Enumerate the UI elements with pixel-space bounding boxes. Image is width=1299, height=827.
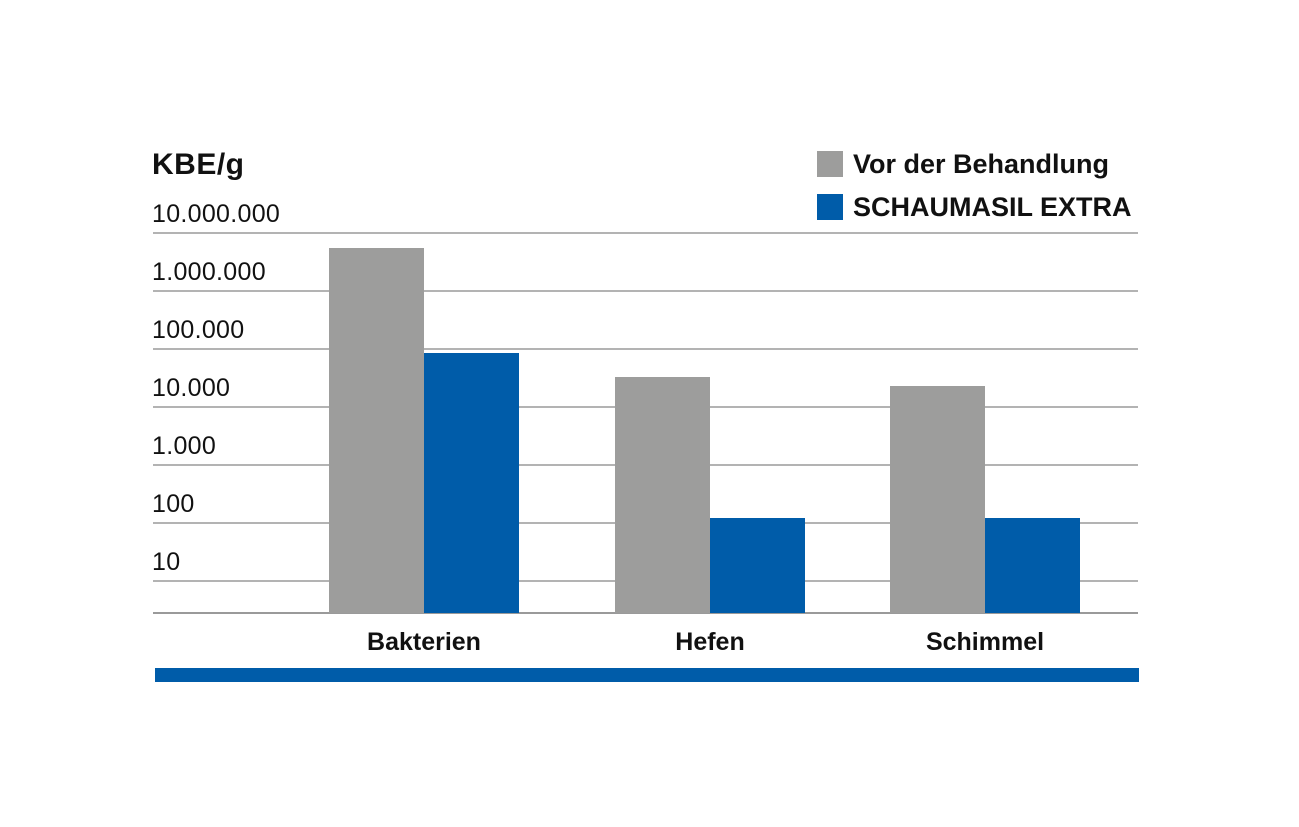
y-tick-label: 10.000.000 [152,200,281,228]
legend-swatch-icon [817,194,843,220]
y-tick-label: 100.000 [152,316,245,344]
legend: Vor der Behandlung SCHAUMASIL EXTRA [817,148,1132,237]
bar-hefen-schaumasil-extra [710,518,805,613]
bar-schimmel-schaumasil-extra [985,518,1080,613]
legend-label: Vor der Behandlung [853,148,1110,179]
gridline [153,290,1138,292]
plot-area [153,232,1138,614]
y-tick-label: 10.000 [152,374,231,402]
y-tick-label: 1.000 [152,432,217,460]
bar-bakterien-vor-der-behandlung [329,248,424,613]
x-category-label-schimmel: Schimmel [925,628,1045,656]
bar-hefen-vor-der-behandlung [615,376,710,613]
y-tick-label: 1.000.000 [152,258,266,286]
legend-label: SCHAUMASIL EXTRA [853,191,1132,222]
y-tick-label: 100 [152,490,195,518]
legend-item: SCHAUMASIL EXTRA [817,191,1132,222]
gridline [153,232,1138,234]
legend-swatch-icon [817,151,843,177]
bar-bakterien-schaumasil-extra [424,353,519,613]
x-axis-line [153,612,1138,614]
x-category-label-hefen: Hefen [675,628,745,656]
y-axis-unit-title: KBE/g [152,148,245,181]
legend-item: Vor der Behandlung [817,148,1132,179]
x-category-label-bakterien: Bakterien [367,628,481,656]
y-tick-label: 10 [152,548,181,576]
footer-accent-bar [155,668,1139,682]
gridline [153,348,1138,350]
bar-schimmel-vor-der-behandlung [890,386,985,613]
